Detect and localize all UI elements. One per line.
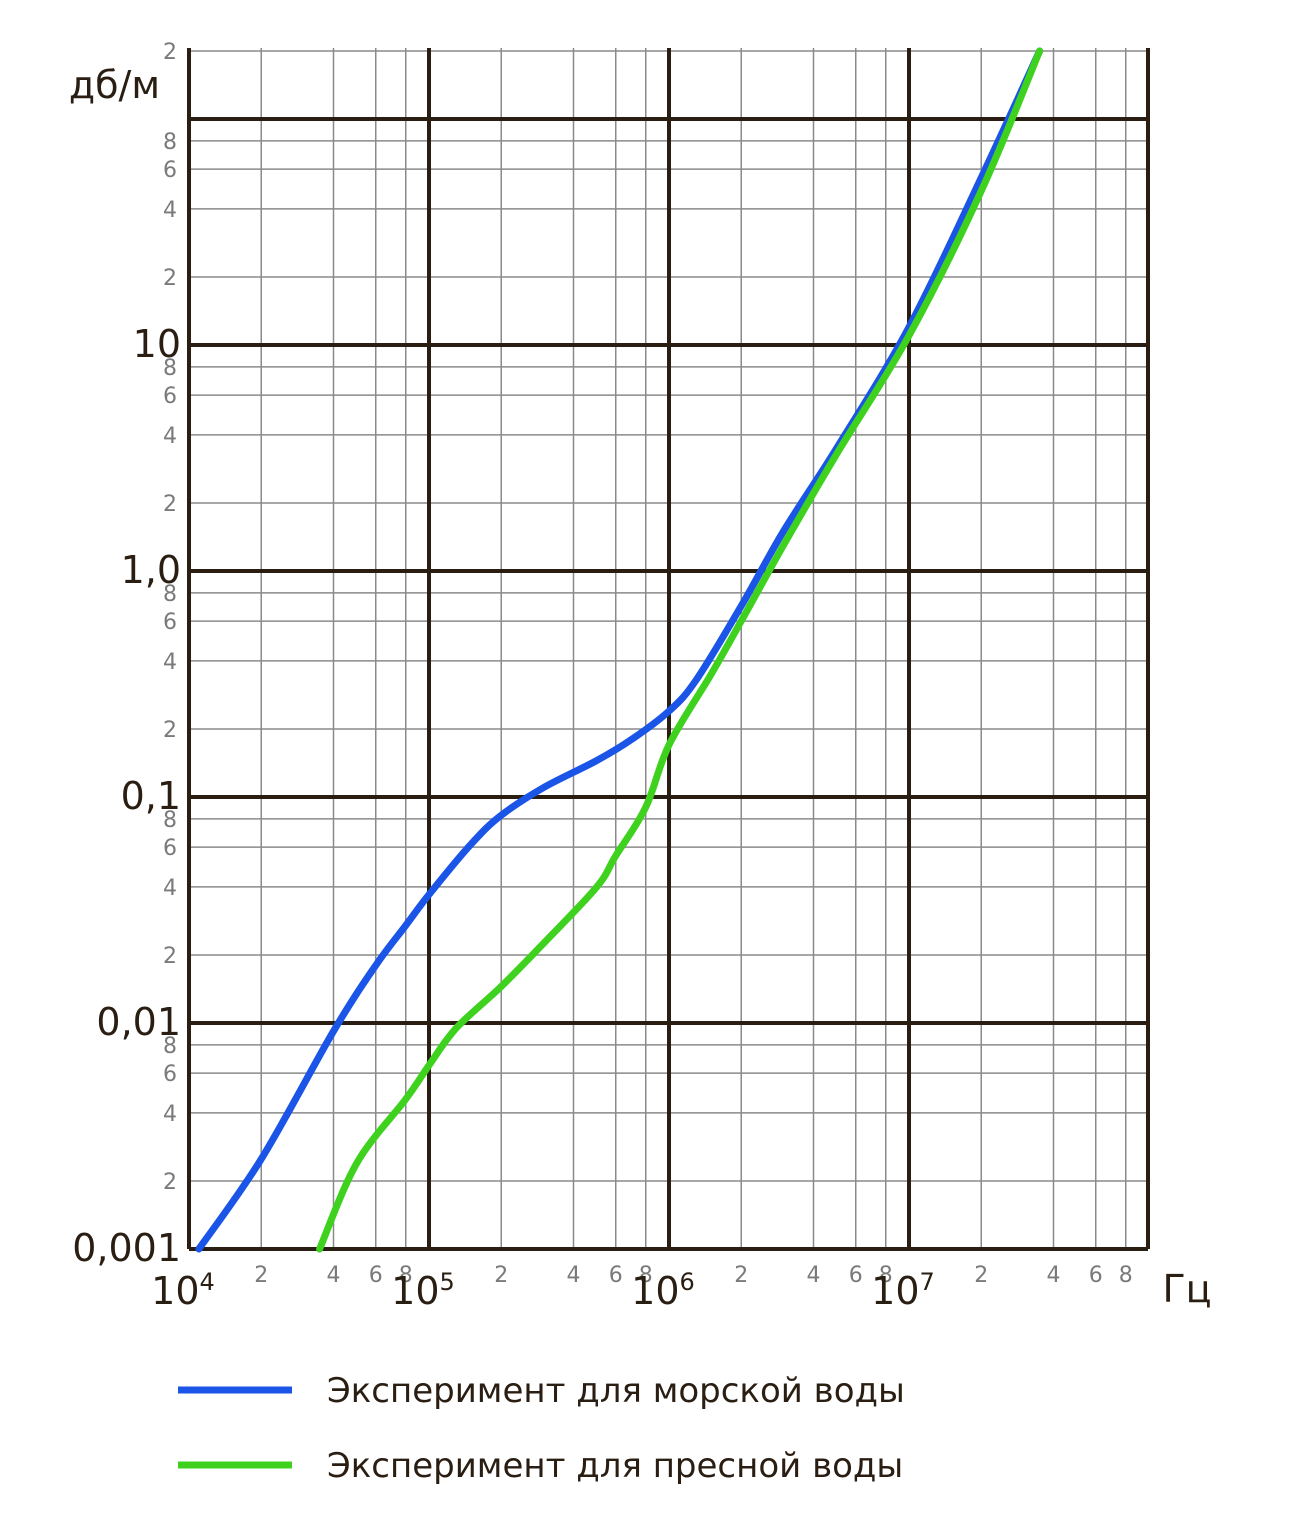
y-major-tick-label: 0,001: [72, 1226, 181, 1270]
y-major-tick-label: 0,01: [96, 1000, 181, 1044]
x-minor-tick-label: 4: [326, 1263, 340, 1288]
x-minor-tick-label: 4: [566, 1263, 580, 1288]
tick-labels: 2468246824682468246820,0010,010,11,010дб…: [69, 40, 1212, 1313]
x-minor-tick-label: 2: [494, 1263, 508, 1288]
x-minor-tick-label: 6: [369, 1263, 383, 1288]
x-minor-tick-label: 8: [399, 1263, 413, 1288]
x-minor-tick-label: 4: [1046, 1263, 1060, 1288]
y-minor-tick-label: 4: [163, 424, 177, 449]
y-minor-tick-label: 2: [163, 718, 177, 743]
x-minor-tick-label: 8: [879, 1263, 893, 1288]
major-grid: [187, 48, 1150, 1251]
series-lines: [195, 47, 1044, 1253]
y-minor-tick-label: 6: [163, 158, 177, 183]
y-minor-tick-label: 4: [163, 1102, 177, 1127]
y-minor-tick-label: 2: [163, 944, 177, 969]
series-line-1: [195, 47, 1044, 1253]
y-minor-tick-label: 2: [163, 266, 177, 291]
y-minor-tick-label: 8: [163, 808, 177, 833]
y-major-tick-label: 10: [133, 322, 181, 366]
x-minor-tick-label: 6: [609, 1263, 623, 1288]
x-minor-tick-label: 6: [849, 1263, 863, 1288]
x-minor-tick-label: 8: [639, 1263, 653, 1288]
x-minor-tick-label: 8: [1119, 1263, 1133, 1288]
y-minor-tick-label: 4: [163, 198, 177, 223]
y-minor-tick-label: 4: [163, 876, 177, 901]
x-minor-tick-label: 6: [1089, 1263, 1103, 1288]
x-major-tick-label: 107: [871, 1268, 935, 1313]
y-minor-tick-label: 8: [163, 582, 177, 607]
x-minor-tick-label: 4: [806, 1263, 820, 1288]
y-minor-tick-label: 4: [163, 650, 177, 675]
x-major-tick-label: 106: [631, 1268, 695, 1313]
legend: Эксперимент для морской воды Эксперимент …: [178, 1371, 905, 1486]
y-major-tick-label: 1,0: [121, 548, 181, 592]
x-minor-tick-label: 2: [974, 1263, 988, 1288]
x-axis-unit: Гц: [1162, 1267, 1211, 1311]
y-minor-tick-label: 6: [163, 836, 177, 861]
y-major-tick-label: 0,1: [121, 774, 181, 818]
legend-label: Эксперимент для пресной воды: [327, 1446, 903, 1486]
series-line-2: [316, 47, 1044, 1253]
y-minor-tick-label: 2: [163, 1170, 177, 1195]
y-minor-tick-label: 2: [163, 492, 177, 517]
x-major-tick-label: 104: [151, 1268, 215, 1313]
y-minor-tick-label: 8: [163, 130, 177, 155]
y-minor-tick-label: 6: [163, 384, 177, 409]
y-minor-tick-label: 8: [163, 356, 177, 381]
y-minor-tick-label: 8: [163, 1034, 177, 1059]
x-minor-tick-label: 2: [254, 1263, 268, 1288]
y-minor-tick-label: 6: [163, 610, 177, 635]
y-axis-unit: дб/м: [69, 63, 160, 107]
y-minor-tick-label: 6: [163, 1062, 177, 1087]
y-minor-tick-label: 2: [163, 40, 177, 65]
x-major-tick-label: 105: [391, 1268, 455, 1313]
legend-label: Эксперимент для морской воды: [327, 1371, 905, 1411]
x-minor-tick-label: 2: [734, 1263, 748, 1288]
